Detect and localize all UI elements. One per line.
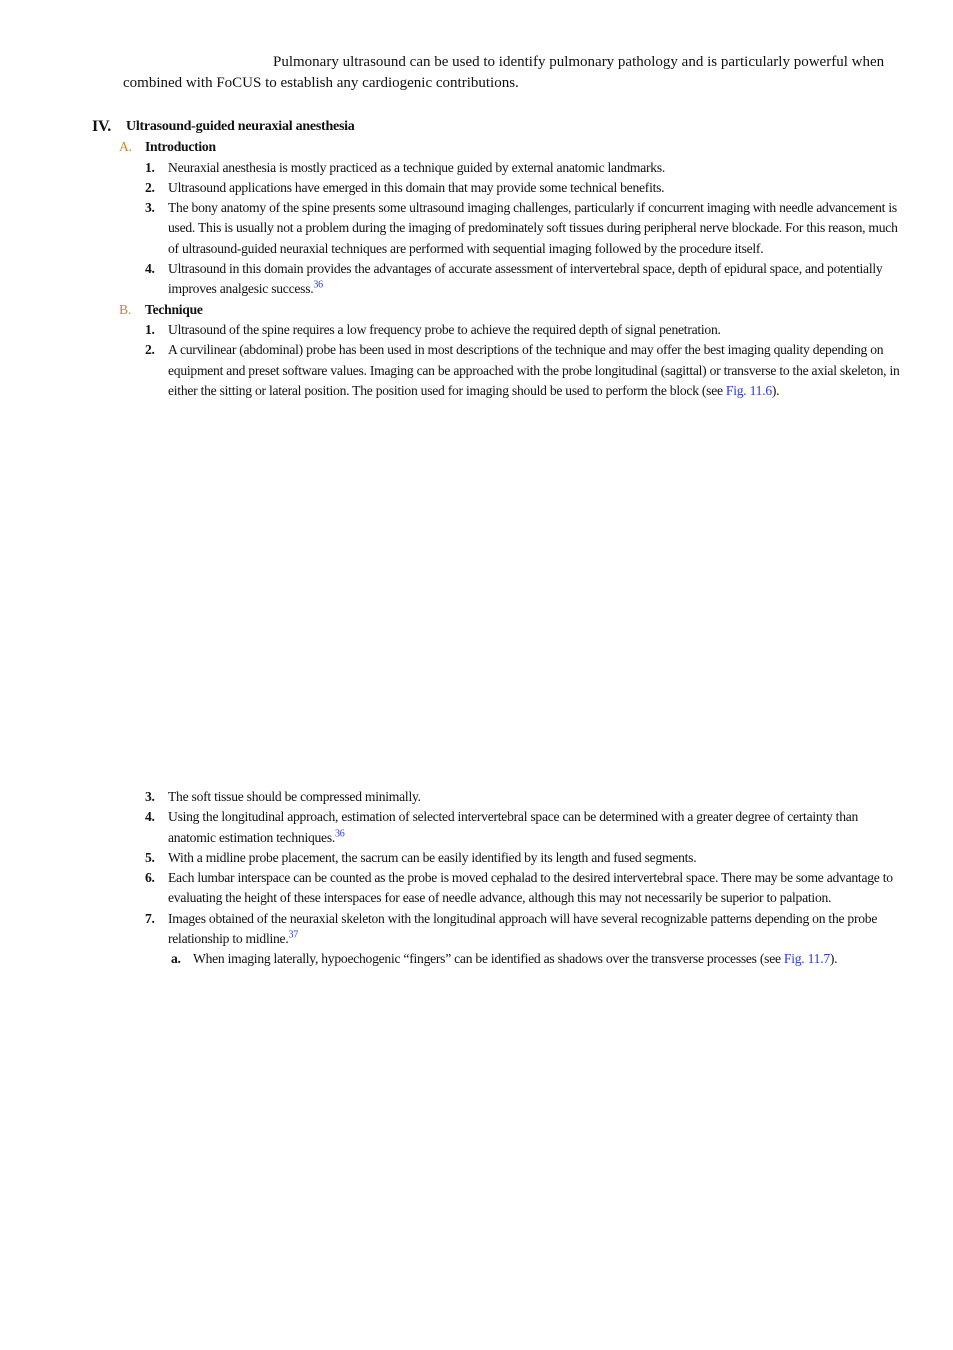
list-item: 2. A curvilinear (abdominal) probe has be… bbox=[145, 340, 903, 401]
list-item: 4. Ultrasound in this domain provides the… bbox=[145, 259, 903, 300]
item-text: A curvilinear (abdominal) probe has been… bbox=[168, 342, 900, 398]
list-item: 1. Ultrasound of the spine requires a low… bbox=[145, 320, 903, 340]
item-text: Ultrasound of the spine requires a low f… bbox=[168, 321, 721, 337]
item-number: 3. bbox=[145, 789, 155, 804]
list-item: 6. Each lumbar interspace can be counted … bbox=[145, 868, 903, 909]
item-number: 7. bbox=[145, 910, 155, 926]
section-heading: IV. Ultrasound-guided neuraxial anesthesi… bbox=[92, 117, 953, 137]
item-text: The soft tissue should be compressed min… bbox=[168, 789, 421, 804]
reference[interactable]: 37 bbox=[288, 929, 298, 941]
continued-block: 3. The soft tissue should be compressed m… bbox=[0, 787, 953, 970]
subsection-letter: A. bbox=[119, 139, 132, 155]
sub-item-text: When imaging laterally, hypoechogenic “f… bbox=[193, 951, 784, 967]
subsection-letter: B. bbox=[119, 301, 131, 317]
item-number: 4. bbox=[145, 809, 155, 825]
item-text: With a midline probe placement, the sacr… bbox=[168, 849, 697, 865]
item-text: Ultrasound applications have emerged in … bbox=[168, 179, 665, 195]
section-title: Ultrasound-guided neuraxial anesthesia bbox=[126, 119, 355, 134]
reference[interactable]: 36 bbox=[313, 279, 323, 291]
item-text: ). bbox=[771, 382, 780, 398]
item-number: 1. bbox=[145, 159, 155, 175]
item-number: 6. bbox=[145, 870, 155, 886]
section-block: IV. Ultrasound-guided neuraxial anesthesi… bbox=[0, 117, 953, 401]
item-number: 5. bbox=[145, 849, 155, 865]
list-item: 5. With a midline probe placement, the sa… bbox=[145, 848, 903, 868]
list-item: 4. Using the longitudinal approach, estim… bbox=[145, 807, 903, 848]
item-number: 2. bbox=[145, 179, 155, 195]
item-text: Images obtained of the neuraxial skeleto… bbox=[168, 910, 878, 947]
intro-paragraph: Pulmonary ultrasound can be used to iden… bbox=[123, 54, 885, 91]
list-item: 7. Images obtained of the neuraxial skele… bbox=[145, 909, 903, 950]
list-item: 3. The soft tissue should be compressed m… bbox=[145, 787, 903, 807]
list-item: 3. The bony anatomy of the spine presents… bbox=[145, 198, 903, 259]
figure-link[interactable]: Fig. 11.6 bbox=[725, 382, 772, 398]
list-item: 1. Neuraxial anesthesia is mostly practic… bbox=[145, 158, 903, 178]
item-text: The bony anatomy of the spine presents s… bbox=[168, 200, 898, 256]
item-text: Neuraxial anesthesia is mostly practiced… bbox=[168, 159, 666, 175]
sub-item-letter: a. bbox=[171, 951, 181, 967]
subsection-heading: B. Technique bbox=[119, 300, 953, 320]
item-text: Using the longitudinal approach, estimat… bbox=[168, 809, 859, 845]
item-number: 4. bbox=[145, 261, 155, 277]
list-item: 2. Ultrasound applications have emerged i… bbox=[145, 178, 903, 198]
item-number: 2. bbox=[145, 342, 155, 358]
section-number: IV. bbox=[92, 118, 111, 135]
sub-item-text: ). bbox=[829, 951, 838, 967]
subsection-title: Introduction bbox=[145, 139, 216, 155]
reference[interactable]: 36 bbox=[335, 828, 345, 840]
item-text: Ultrasound in this domain provides the a… bbox=[168, 261, 883, 297]
subsection-title: Technique bbox=[145, 301, 203, 317]
figure-link[interactable]: Fig. 11.7 bbox=[783, 951, 830, 967]
item-number: 3. bbox=[145, 200, 155, 216]
sub-item: a. When imaging laterally, hypoechogenic … bbox=[171, 949, 883, 969]
item-number: 1. bbox=[145, 321, 155, 337]
subsection-heading: A. Introduction bbox=[119, 137, 953, 157]
item-text: Each lumbar interspace can be counted as… bbox=[168, 870, 893, 906]
